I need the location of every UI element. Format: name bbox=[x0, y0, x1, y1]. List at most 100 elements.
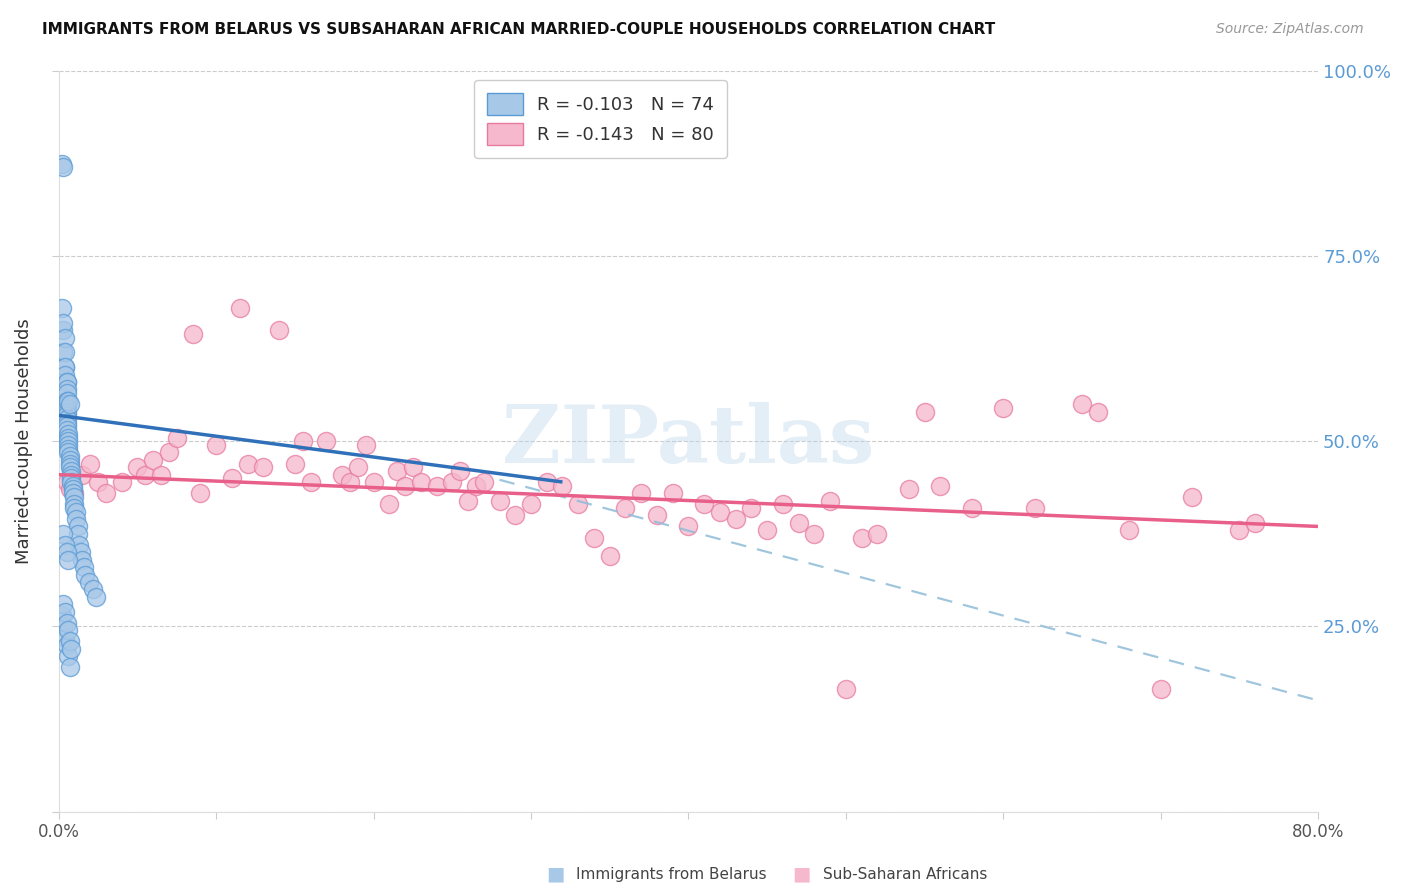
Point bbox=[53, 360, 76, 375]
Point bbox=[63, 497, 86, 511]
Point bbox=[55, 405, 77, 419]
Point bbox=[52, 323, 75, 337]
Point bbox=[55, 375, 77, 389]
Point bbox=[55, 638, 77, 652]
Point bbox=[56, 648, 79, 663]
Point bbox=[65, 505, 87, 519]
Point bbox=[55, 401, 77, 415]
Point bbox=[59, 660, 82, 674]
Point bbox=[1087, 405, 1109, 419]
Point bbox=[63, 500, 86, 515]
Point bbox=[53, 631, 76, 645]
Point bbox=[56, 434, 79, 449]
Point bbox=[724, 512, 747, 526]
Point bbox=[346, 460, 368, 475]
Point bbox=[52, 619, 75, 633]
Y-axis label: Married-couple Households: Married-couple Households bbox=[15, 318, 32, 564]
Point bbox=[55, 615, 77, 630]
Text: Sub-Saharan Africans: Sub-Saharan Africans bbox=[823, 867, 987, 881]
Point bbox=[94, 486, 117, 500]
Point bbox=[127, 460, 149, 475]
Point bbox=[51, 156, 73, 170]
Text: Source: ZipAtlas.com: Source: ZipAtlas.com bbox=[1216, 22, 1364, 37]
Point bbox=[59, 452, 82, 467]
Point bbox=[157, 445, 180, 459]
Point bbox=[166, 431, 188, 445]
Point bbox=[62, 479, 84, 493]
Point bbox=[111, 475, 134, 489]
Point bbox=[269, 323, 291, 337]
Point bbox=[229, 301, 252, 315]
Point bbox=[55, 383, 77, 397]
Point bbox=[960, 500, 983, 515]
Point bbox=[55, 419, 77, 434]
Point bbox=[503, 508, 526, 523]
Point bbox=[56, 438, 79, 452]
Point bbox=[62, 486, 84, 500]
Point bbox=[330, 467, 353, 482]
Point bbox=[55, 409, 77, 423]
Point bbox=[551, 479, 574, 493]
Point bbox=[87, 475, 110, 489]
Point bbox=[914, 405, 936, 419]
Point bbox=[63, 490, 86, 504]
Point bbox=[1181, 490, 1204, 504]
Point bbox=[835, 682, 858, 697]
Point bbox=[75, 567, 97, 582]
Point bbox=[60, 467, 83, 482]
Point bbox=[236, 457, 259, 471]
Point bbox=[69, 545, 91, 559]
Point bbox=[82, 582, 104, 597]
Point bbox=[645, 508, 668, 523]
Point bbox=[221, 471, 243, 485]
Point bbox=[55, 375, 77, 389]
Point bbox=[385, 464, 408, 478]
Point bbox=[394, 479, 416, 493]
Point bbox=[52, 161, 75, 175]
Point bbox=[62, 483, 84, 497]
Point bbox=[709, 505, 731, 519]
Point bbox=[1150, 682, 1173, 697]
Point bbox=[53, 368, 76, 382]
Point bbox=[1071, 397, 1094, 411]
Text: Immigrants from Belarus: Immigrants from Belarus bbox=[576, 867, 768, 881]
Point bbox=[803, 526, 825, 541]
Point bbox=[66, 519, 89, 533]
Point bbox=[599, 549, 621, 563]
Point bbox=[56, 393, 79, 408]
Point bbox=[56, 442, 79, 456]
Point bbox=[150, 467, 173, 482]
Point bbox=[520, 497, 543, 511]
Point bbox=[55, 416, 77, 430]
Point bbox=[56, 426, 79, 441]
Point bbox=[63, 486, 86, 500]
Point bbox=[53, 345, 76, 359]
Point bbox=[59, 483, 82, 497]
Point bbox=[56, 553, 79, 567]
Point bbox=[488, 493, 510, 508]
Point bbox=[678, 519, 700, 533]
Point bbox=[55, 412, 77, 426]
Point bbox=[59, 449, 82, 463]
Point bbox=[53, 331, 76, 345]
Text: IMMIGRANTS FROM BELARUS VS SUBSAHARAN AFRICAN MARRIED-COUPLE HOUSEHOLDS CORRELAT: IMMIGRANTS FROM BELARUS VS SUBSAHARAN AF… bbox=[42, 22, 995, 37]
Point bbox=[818, 493, 841, 508]
Point bbox=[756, 523, 779, 537]
Point bbox=[55, 545, 77, 559]
Point bbox=[190, 486, 212, 500]
Point bbox=[536, 475, 558, 489]
Point bbox=[661, 486, 683, 500]
Point bbox=[693, 497, 716, 511]
Point bbox=[582, 531, 605, 545]
Point bbox=[929, 479, 952, 493]
Point bbox=[378, 497, 401, 511]
Point bbox=[1244, 516, 1267, 530]
Point bbox=[55, 397, 77, 411]
Point bbox=[56, 445, 79, 459]
Point bbox=[59, 457, 82, 471]
Point bbox=[363, 475, 385, 489]
Point bbox=[59, 397, 82, 411]
Point bbox=[354, 438, 377, 452]
Point bbox=[181, 326, 204, 341]
Point bbox=[299, 475, 322, 489]
